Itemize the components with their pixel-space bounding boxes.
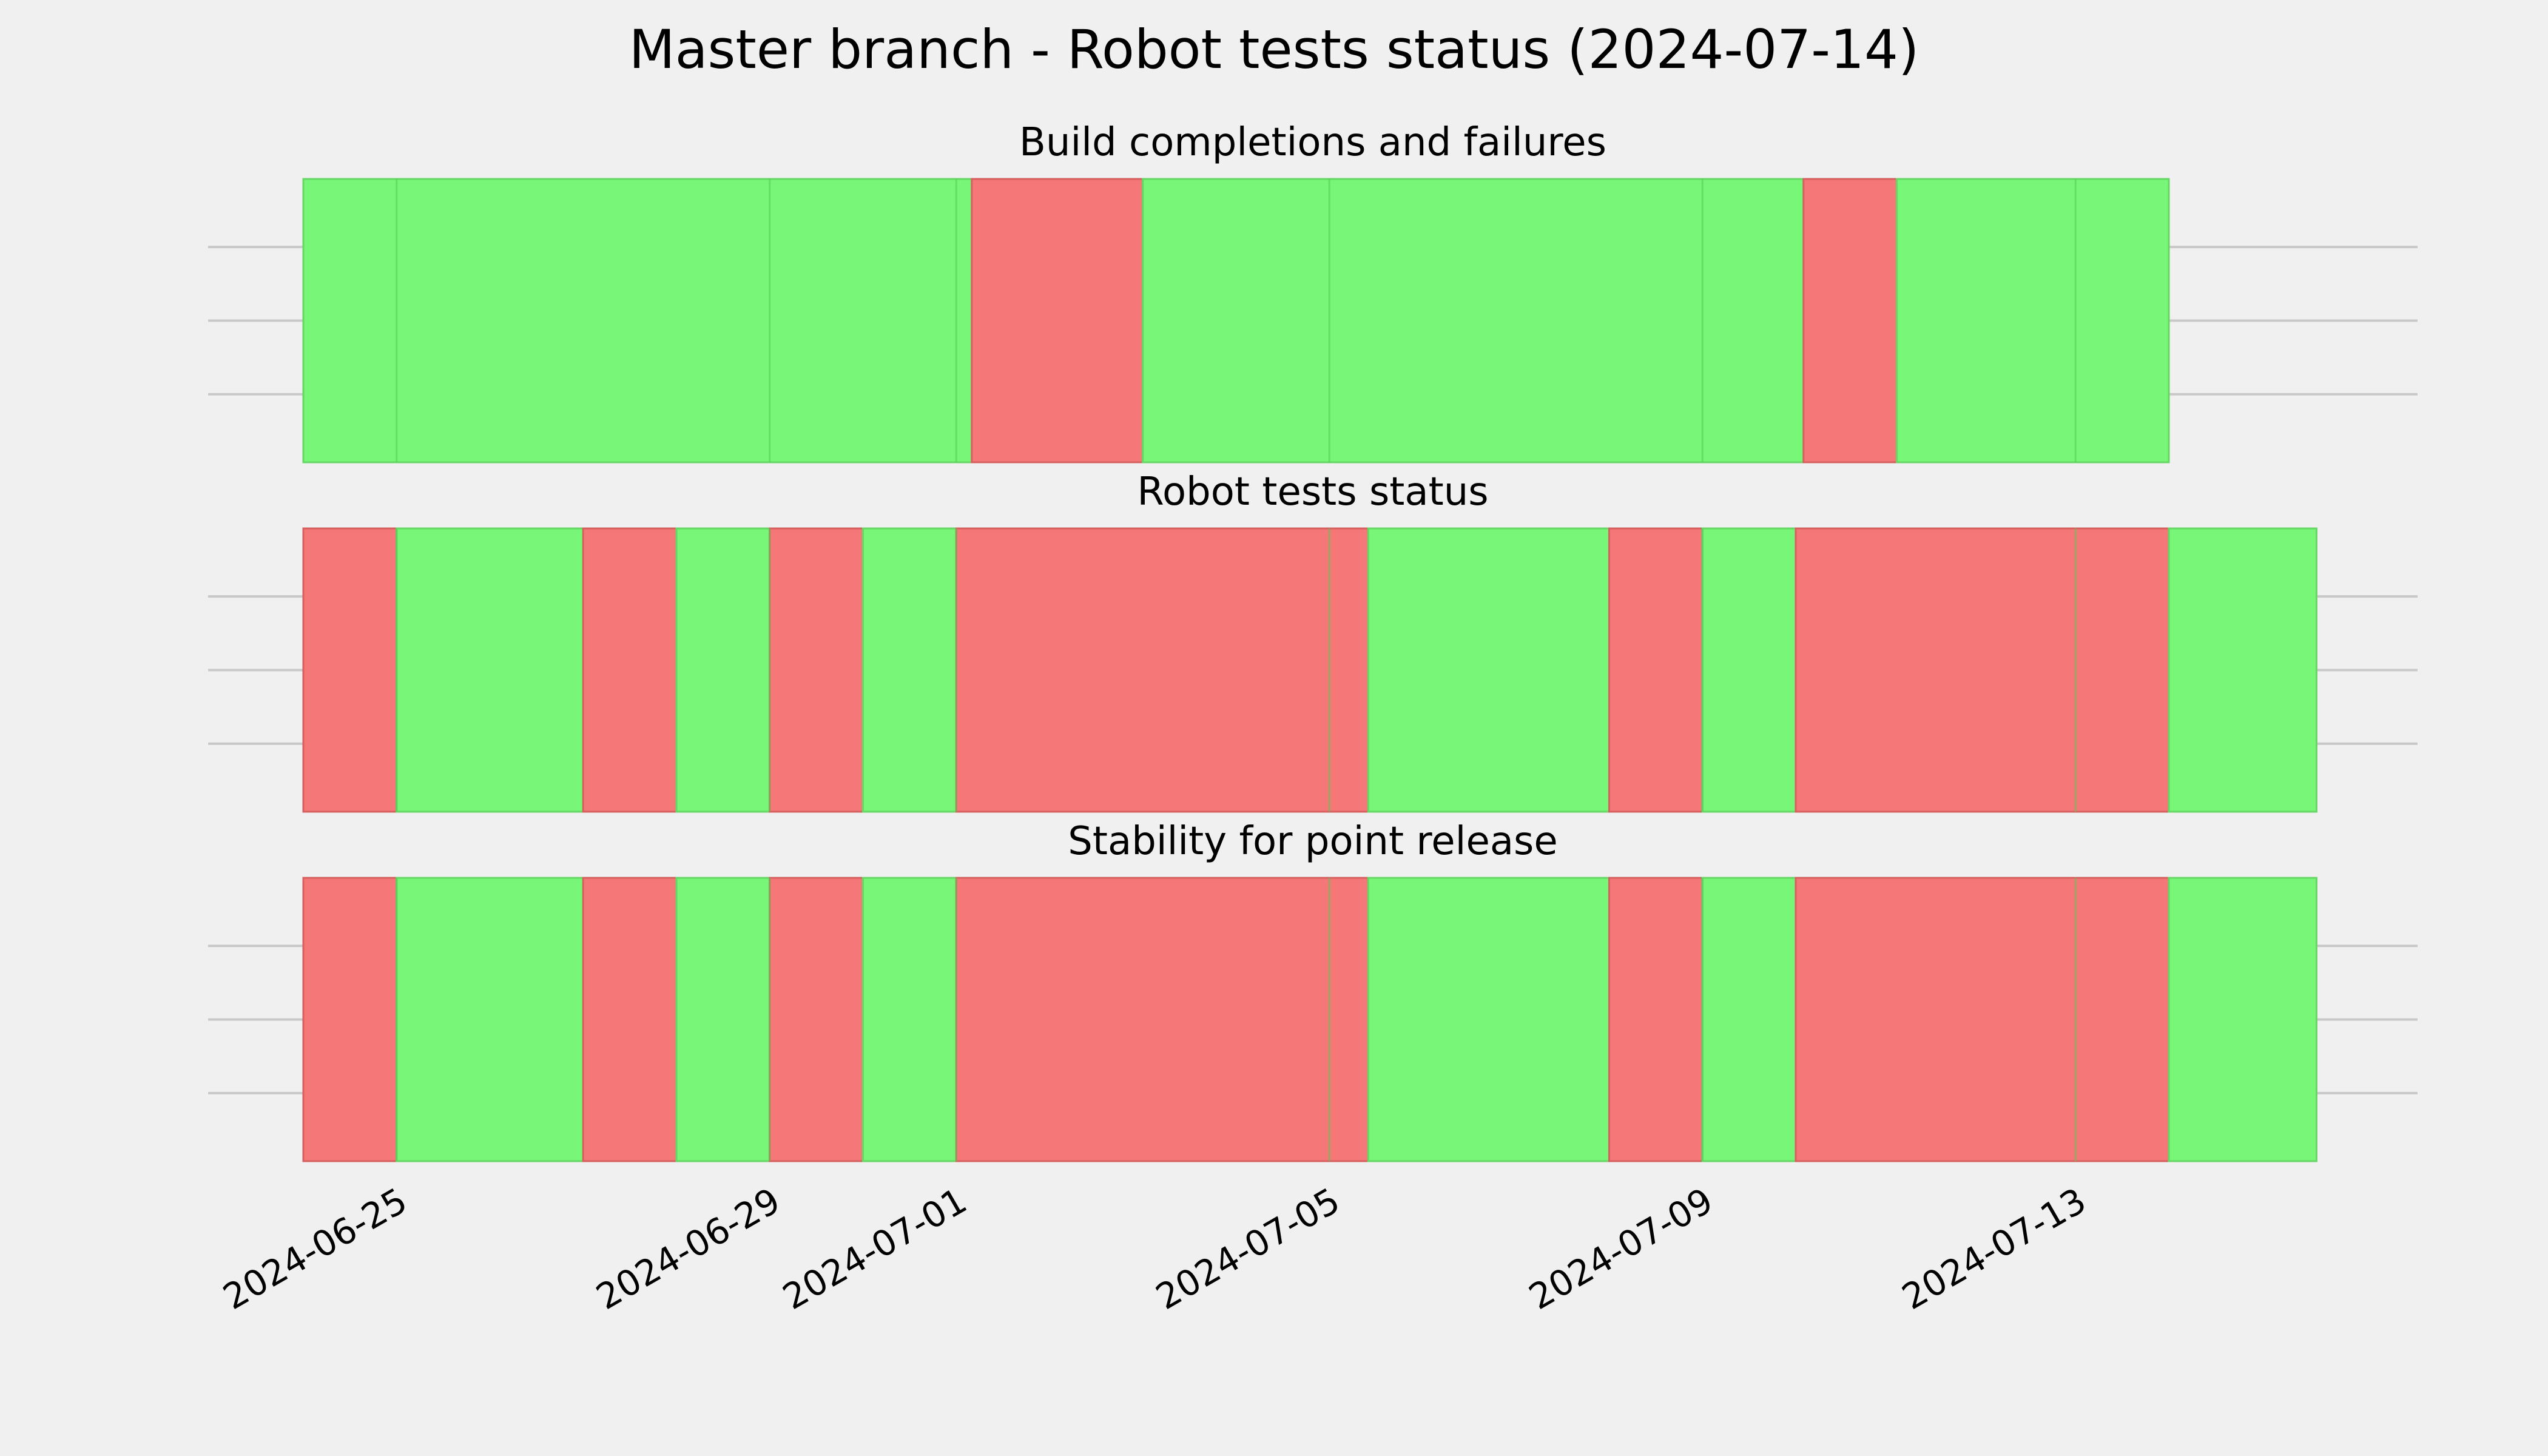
status-segment-pass [862, 877, 957, 1162]
status-segment-fail [582, 877, 678, 1162]
status-segment-fail [1795, 877, 2170, 1162]
status-segment-pass [2168, 527, 2317, 813]
panel-3: Stability for point release [208, 819, 2418, 1162]
status-segment-fail [769, 877, 864, 1162]
status-segment-pass [1367, 877, 1610, 1162]
panel-title: Robot tests status [1137, 470, 1488, 514]
status-segment-pass [1701, 877, 1797, 1162]
panel-title: Build completions and failures [1019, 120, 1606, 165]
chart-title: Master branch - Robot tests status (2024… [629, 18, 1919, 81]
status-segment-pass [396, 877, 584, 1162]
status-segment-fail [1608, 877, 1704, 1162]
panel-1: Build completions and failures [208, 120, 2418, 463]
panel-2: Robot tests status [208, 470, 2418, 813]
panel-title: Stability for point release [1068, 819, 1558, 864]
status-segment-fail [971, 178, 1144, 463]
status-segment-pass [675, 527, 771, 813]
status-segment-fail [1608, 527, 1704, 813]
status-segment-pass [1896, 178, 2170, 463]
status-segment-pass [1701, 527, 1797, 813]
status-segment-fail [302, 527, 398, 813]
status-segment-fail [769, 527, 864, 813]
status-segment-pass [675, 877, 771, 1162]
panels: Build completions and failures Robot test… [208, 120, 2418, 1162]
status-segment-fail [955, 877, 1369, 1162]
status-segment-pass [862, 527, 957, 813]
status-segment-fail [302, 877, 398, 1162]
status-segment-fail [582, 527, 678, 813]
status-segment-fail [955, 527, 1369, 813]
status-segment-pass [302, 178, 973, 463]
status-segment-pass [2168, 877, 2317, 1162]
status-segment-pass [396, 527, 584, 813]
status-segment-fail [1802, 178, 1898, 463]
status-segment-pass [1142, 178, 1805, 463]
status-segment-fail [1795, 527, 2170, 813]
status-segment-pass [1367, 527, 1610, 813]
